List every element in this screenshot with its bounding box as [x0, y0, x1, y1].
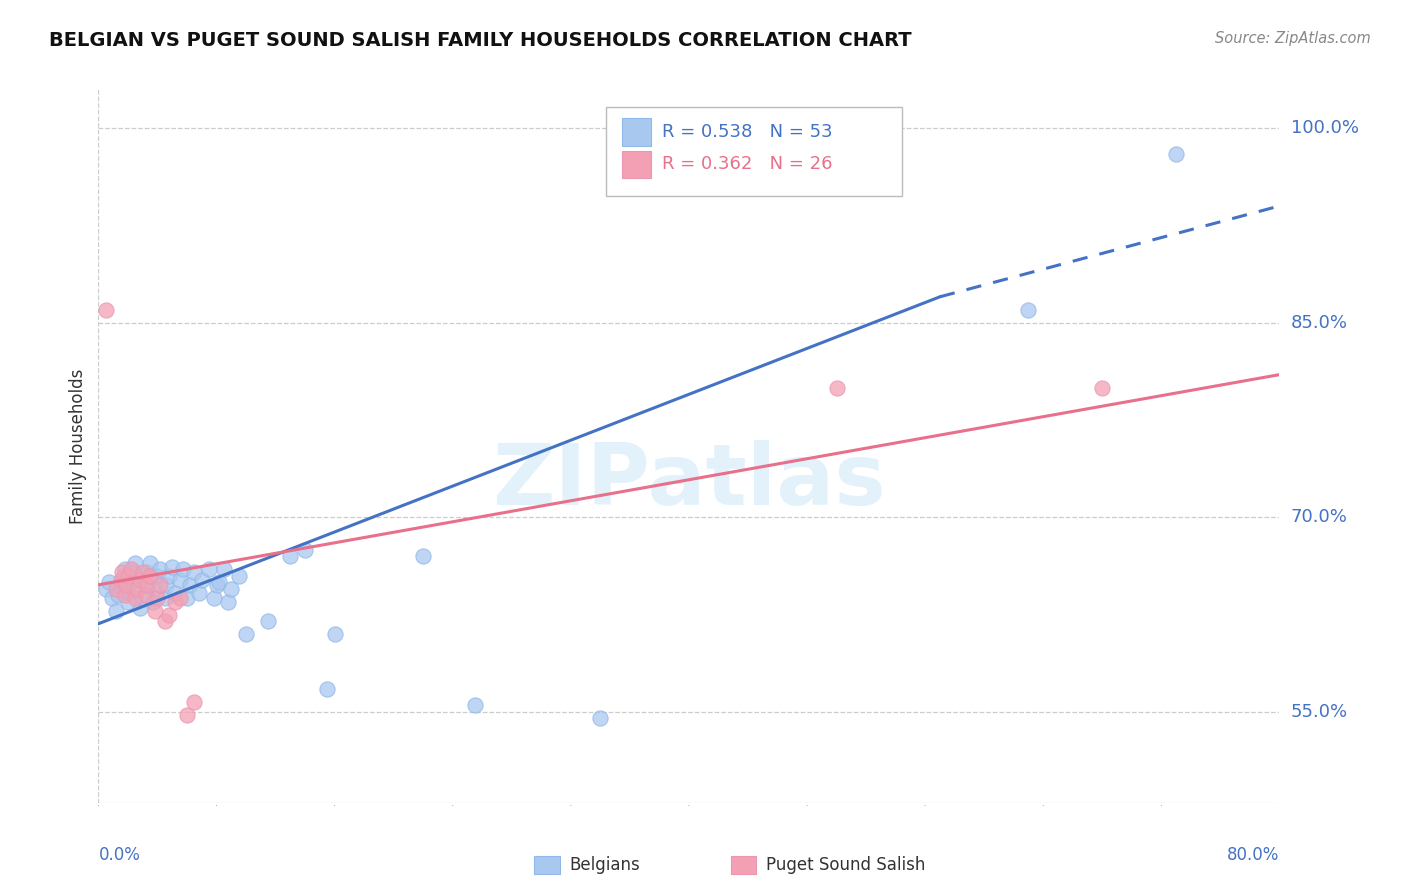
Point [97, 575, 120, 590]
Point [124, 591, 146, 605]
Point [114, 562, 136, 576]
Point [165, 595, 187, 609]
Point [134, 578, 156, 592]
Point [143, 604, 166, 618]
Point [165, 585, 187, 599]
Point [157, 568, 180, 582]
Point [316, 681, 339, 696]
Point [111, 565, 134, 579]
Point [124, 556, 146, 570]
Point [278, 549, 302, 564]
Point [139, 568, 162, 582]
Point [94, 582, 117, 596]
Text: 70.0%: 70.0% [1291, 508, 1347, 526]
Point [105, 582, 128, 596]
Text: Puget Sound Salish: Puget Sound Salish [766, 856, 925, 874]
Point [589, 711, 612, 725]
Point [179, 578, 201, 592]
Point [412, 549, 434, 564]
FancyBboxPatch shape [621, 151, 651, 178]
Point [107, 588, 129, 602]
Point [169, 573, 191, 587]
Point [128, 601, 150, 615]
Text: 100.0%: 100.0% [1291, 120, 1358, 137]
Point [228, 568, 250, 582]
Point [135, 588, 157, 602]
Point [183, 565, 205, 579]
Point [169, 591, 191, 605]
Point [1017, 302, 1039, 317]
Point [157, 607, 180, 622]
Point [110, 578, 132, 592]
Point [825, 381, 848, 395]
Point [183, 695, 205, 709]
Point [120, 575, 142, 590]
Point [139, 556, 162, 570]
Text: Belgians: Belgians [569, 856, 640, 874]
Text: ZIPatlas: ZIPatlas [492, 440, 886, 524]
Point [117, 595, 139, 609]
Point [464, 698, 486, 713]
Point [191, 573, 214, 587]
Text: R = 0.362   N = 26: R = 0.362 N = 26 [662, 155, 832, 173]
Point [112, 568, 135, 582]
Point [172, 562, 194, 576]
Point [217, 595, 239, 609]
Point [176, 707, 198, 722]
FancyBboxPatch shape [606, 107, 901, 196]
Point [132, 565, 155, 579]
Point [187, 585, 209, 599]
FancyBboxPatch shape [621, 119, 651, 145]
Point [198, 562, 221, 576]
Text: Source: ZipAtlas.com: Source: ZipAtlas.com [1215, 31, 1371, 46]
Point [1091, 381, 1114, 395]
Point [118, 585, 141, 599]
Text: 80.0%: 80.0% [1227, 846, 1279, 863]
Point [153, 591, 176, 605]
Point [212, 562, 235, 576]
Point [149, 562, 172, 576]
Point [142, 595, 165, 609]
Point [235, 627, 257, 641]
Point [143, 582, 166, 596]
Point [294, 542, 316, 557]
Text: BELGIAN VS PUGET SOUND SALISH FAMILY HOUSEHOLDS CORRELATION CHART: BELGIAN VS PUGET SOUND SALISH FAMILY HOU… [49, 31, 912, 50]
Text: 85.0%: 85.0% [1291, 314, 1347, 332]
Point [219, 582, 242, 596]
Point [105, 604, 128, 618]
Point [155, 578, 177, 592]
Point [162, 559, 183, 574]
Point [117, 568, 139, 582]
Point [110, 573, 132, 587]
Point [120, 562, 142, 576]
Y-axis label: Family Households: Family Households [69, 368, 87, 524]
Point [146, 591, 169, 605]
Point [122, 565, 145, 579]
Point [176, 591, 198, 605]
Point [132, 591, 155, 605]
Point [136, 578, 159, 592]
Point [205, 578, 228, 592]
Point [323, 627, 346, 641]
Point [208, 575, 231, 590]
Point [128, 573, 150, 587]
Point [100, 591, 122, 605]
Point [153, 614, 176, 628]
Point [114, 588, 136, 602]
Point [94, 302, 117, 317]
Point [136, 565, 159, 579]
Point [257, 614, 280, 628]
Point [149, 578, 172, 592]
Text: R = 0.538   N = 53: R = 0.538 N = 53 [662, 123, 832, 141]
Text: 55.0%: 55.0% [1291, 703, 1348, 721]
Text: 0.0%: 0.0% [98, 846, 141, 863]
Point [146, 568, 169, 582]
Point [1164, 147, 1187, 161]
Point [202, 591, 225, 605]
Point [125, 582, 148, 596]
Point [115, 578, 138, 592]
